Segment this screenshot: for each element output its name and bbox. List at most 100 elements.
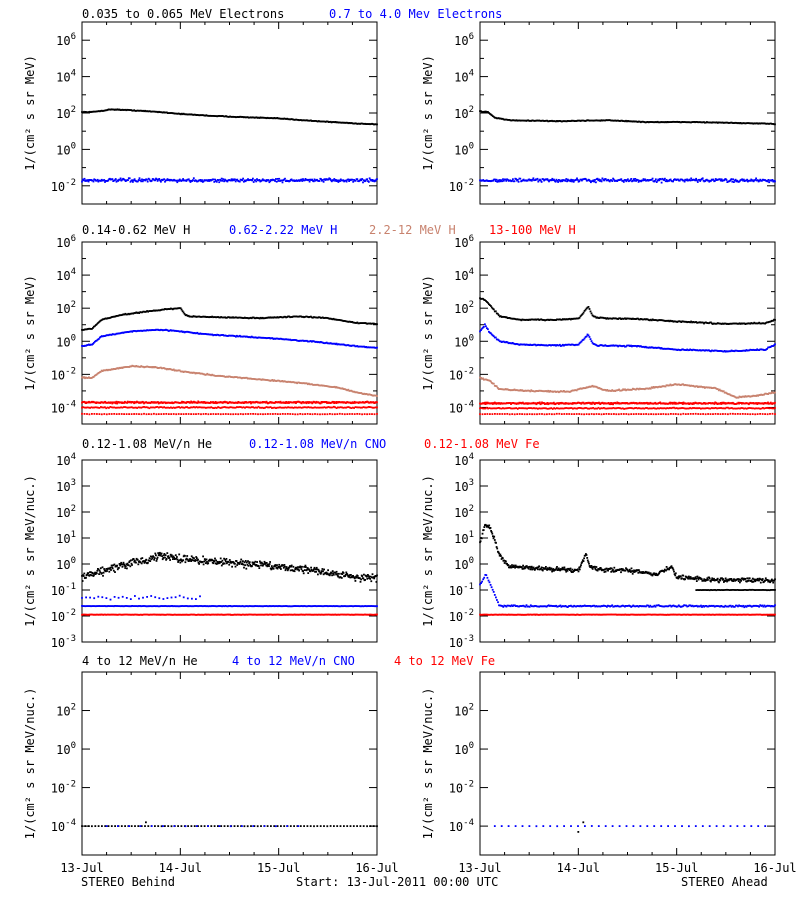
- data-point: [225, 334, 227, 337]
- data-point: [672, 348, 675, 351]
- data-point: [310, 340, 312, 342]
- data-point: [170, 112, 173, 114]
- data-point: [737, 350, 740, 352]
- data-point: [590, 181, 592, 184]
- data-point: [733, 350, 736, 353]
- data-point: [244, 335, 247, 338]
- data-point: [655, 386, 658, 388]
- data-point: [270, 379, 273, 382]
- data-point: [692, 348, 694, 351]
- data-point: [376, 346, 378, 349]
- data-point: [176, 181, 179, 184]
- data-point: [215, 334, 218, 337]
- data-point: [542, 390, 544, 393]
- data-point: [628, 389, 630, 391]
- data-point: [575, 389, 578, 392]
- data-point: [683, 180, 686, 183]
- data-point: [752, 122, 755, 125]
- y-tick-label: 10-2: [51, 178, 76, 194]
- data-point: [606, 345, 609, 347]
- y-tick-label: 104: [56, 69, 76, 85]
- data-point: [82, 329, 84, 331]
- data-point: [129, 330, 132, 333]
- data-point: [704, 407, 706, 410]
- data-point: [93, 325, 96, 328]
- data-point: [749, 179, 752, 182]
- data-point: [89, 344, 91, 346]
- data-point: [169, 112, 172, 114]
- data-point: [121, 178, 124, 181]
- data-point: [95, 110, 98, 113]
- data-point: [368, 393, 370, 396]
- data-point: [166, 406, 168, 409]
- data-point: [687, 402, 690, 405]
- data-point: [554, 390, 556, 393]
- data-point: [230, 178, 233, 181]
- data-point: [312, 340, 314, 342]
- data-point: [152, 178, 155, 181]
- data-point: [120, 413, 123, 415]
- data-point: [741, 322, 744, 325]
- data-point: [232, 406, 234, 409]
- data-point: [590, 407, 593, 410]
- data-point: [688, 321, 691, 323]
- data-point: [620, 345, 622, 347]
- data-point: [114, 406, 117, 409]
- data-point: [230, 376, 232, 378]
- data-point: [95, 179, 98, 182]
- data-point: [187, 406, 190, 409]
- data-point: [764, 392, 766, 395]
- data-point: [262, 407, 265, 409]
- data-point: [655, 319, 658, 322]
- data-point: [100, 413, 103, 416]
- data-point: [525, 318, 528, 321]
- data-point: [330, 386, 333, 388]
- data-point: [768, 346, 770, 349]
- data-point: [596, 344, 599, 347]
- data-point: [618, 344, 620, 347]
- data-point: [166, 308, 169, 310]
- data-point: [265, 316, 268, 319]
- data-point: [209, 114, 212, 117]
- data-point: [672, 320, 675, 323]
- data-point: [530, 344, 533, 346]
- data-point: [267, 413, 269, 415]
- data-point: [313, 383, 316, 386]
- data-point: [697, 407, 700, 410]
- data-point: [649, 121, 652, 123]
- data-point: [315, 340, 318, 343]
- data-point: [736, 396, 739, 399]
- data-point: [746, 178, 748, 181]
- data-point: [170, 307, 173, 310]
- data-point: [497, 117, 500, 119]
- data-point: [99, 336, 102, 338]
- data-point: [772, 319, 774, 322]
- data-point: [291, 316, 294, 318]
- data-point: [271, 379, 274, 381]
- data-point: [137, 365, 140, 368]
- data-point: [285, 118, 288, 120]
- data-point: [158, 178, 161, 180]
- data-series: [81, 328, 378, 349]
- data-point: [560, 413, 563, 415]
- data-point: [670, 407, 673, 410]
- data-point: [246, 377, 249, 380]
- data-point: [689, 321, 692, 324]
- data-point: [126, 366, 129, 368]
- data-point: [102, 369, 105, 372]
- data-point: [222, 316, 224, 319]
- data-point: [508, 407, 511, 409]
- data-point: [540, 120, 543, 122]
- data-point: [303, 340, 305, 342]
- data-point: [281, 380, 284, 382]
- data-point: [163, 329, 165, 331]
- data-point: [147, 310, 149, 313]
- data-point: [698, 385, 700, 388]
- data-point: [273, 337, 276, 340]
- data-point: [522, 178, 525, 181]
- data-point: [114, 368, 117, 370]
- data-point: [115, 367, 118, 370]
- data-point: [667, 347, 670, 350]
- data-point: [265, 180, 267, 183]
- data-point: [155, 413, 158, 416]
